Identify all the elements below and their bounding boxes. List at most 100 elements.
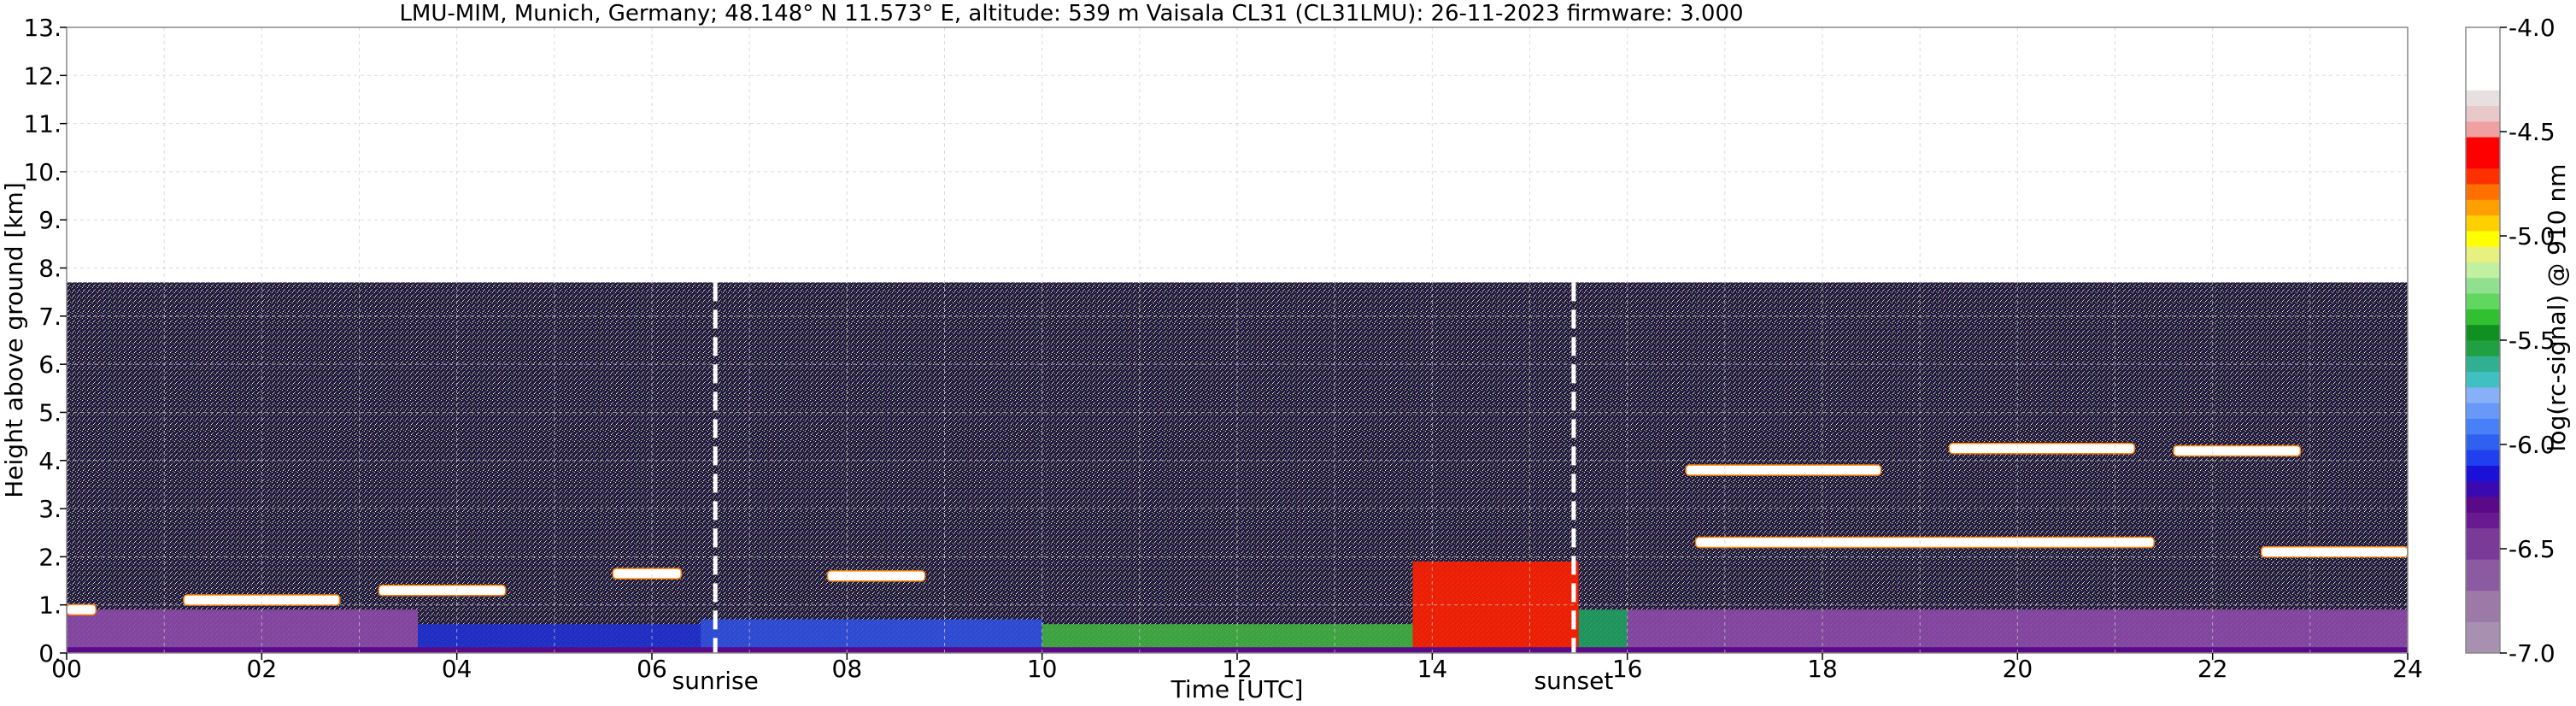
cloud-layer: [1694, 536, 2155, 549]
colorbar-swatch: [2466, 340, 2500, 356]
sun-annotation-label: sunrise: [672, 667, 759, 695]
y-tick-label: 6.: [38, 350, 62, 379]
colorbar-tick-label: -6.5: [2509, 535, 2555, 563]
colorbar-swatches: [2466, 27, 2500, 654]
colorbar-swatch: [2466, 215, 2500, 232]
colorbar-tick-label: -6.0: [2509, 431, 2555, 459]
colorbar-swatch: [2466, 43, 2500, 60]
colorbar-swatch: [2466, 465, 2500, 482]
x-tick-label: 16: [1612, 655, 1643, 683]
colorbar-tick-label: -5.0: [2509, 222, 2555, 250]
y-tick-label: 9.: [38, 206, 62, 234]
x-tick-label: 22: [2198, 655, 2228, 683]
colorbar-swatch: [2466, 621, 2500, 638]
x-tick-label: 06: [637, 655, 667, 683]
y-tick-label: 11.: [23, 110, 62, 138]
colorbar-swatch: [2466, 497, 2500, 513]
colorbar-swatch: [2466, 184, 2500, 200]
colorbar-label: log(rc-signal) @ 910 nm: [2543, 164, 2571, 452]
colorbar-swatch: [2466, 74, 2500, 91]
colorbar-swatch: [2466, 418, 2500, 435]
colorbar-swatch: [2466, 543, 2500, 560]
y-tick-label: 2.: [38, 543, 62, 571]
colorbar-swatch: [2466, 450, 2500, 466]
y-tick-label: 13.: [23, 14, 62, 42]
colorbar-swatch: [2466, 27, 2500, 44]
colorbar-swatch: [2466, 637, 2500, 654]
colorbar-swatch: [2466, 246, 2500, 262]
x-tick-label: 12: [1222, 655, 1253, 683]
x-tick-label: 04: [442, 655, 472, 683]
colorbar-swatch: [2466, 606, 2500, 622]
colorbar: -4.0 -4.5 -5.0 -5.5 -6.0 -6.5 -7.0 log(rc-sign…: [2465, 14, 2571, 668]
y-tick-label: 5.: [38, 398, 62, 427]
x-tick-label: 18: [1807, 655, 1838, 683]
boundary-layer-segment: [67, 609, 418, 653]
y-tick-label: 8.: [38, 255, 62, 283]
cloud-layer: [1948, 442, 2136, 455]
sun-annotations: sunrise sunset: [672, 667, 1614, 695]
colorbar-swatch: [2466, 433, 2500, 450]
colorbar-swatch: [2466, 105, 2500, 122]
x-tick-label: 14: [1417, 655, 1448, 683]
sun-annotation-label: sunset: [1534, 667, 1613, 695]
colorbar-swatch: [2466, 480, 2500, 497]
x-tick-label: 24: [2392, 655, 2423, 683]
y-tick-label: 12.: [23, 62, 62, 90]
colorbar-swatch: [2466, 512, 2500, 529]
colorbar-swatch: [2466, 90, 2500, 106]
colorbar-swatch: [2466, 356, 2500, 373]
cloud-layer: [378, 585, 507, 597]
y-tick-label: 3.: [38, 495, 62, 523]
y-tick-label: 0.: [38, 639, 62, 668]
colorbar-swatch: [2466, 371, 2500, 388]
x-axis-label: Time [UTC]: [1171, 675, 1304, 703]
cloud-layer: [2261, 546, 2409, 558]
x-axis-ticks: 00 02 04 06 08 10 12 14 16 18 20 22 24: [51, 653, 2423, 683]
colorbar-swatch: [2466, 58, 2500, 75]
sun-lines: [713, 282, 1576, 653]
cloud-layer: [612, 568, 682, 580]
y-tick-label: 1.: [38, 591, 62, 620]
colorbar-swatch: [2466, 559, 2500, 575]
cloud-layer: [66, 603, 97, 616]
x-tick-label: 10: [1027, 655, 1058, 683]
colorbar-tick-label: -5.5: [2509, 327, 2555, 355]
plot-area: [66, 26, 2409, 654]
colorbar-swatch: [2466, 137, 2500, 153]
colorbar-swatch: [2466, 152, 2500, 169]
colorbar-swatch: [2466, 309, 2500, 326]
x-tick-label: 00: [51, 655, 82, 683]
colorbar-swatch: [2466, 262, 2500, 279]
colorbar-swatch: [2466, 230, 2500, 247]
colorbar-swatch: [2466, 324, 2500, 341]
colorbar-swatch: [2466, 403, 2500, 419]
cloud-layer: [2173, 444, 2302, 457]
colorbar-tick-label: -4.5: [2509, 118, 2555, 146]
x-tick-label: 08: [832, 655, 863, 683]
boundary-layer-segment: [1578, 609, 1628, 653]
colorbar-swatch: [2466, 293, 2500, 309]
colorbar-swatch: [2466, 574, 2500, 591]
y-tick-label: 10.: [23, 158, 62, 186]
y-axis-label: Height above ground [km]: [0, 182, 28, 498]
colorbar-tick-label: -4.0: [2509, 14, 2555, 42]
colorbar-swatch: [2466, 277, 2500, 294]
colorbar-swatch: [2466, 168, 2500, 185]
y-axis-ticks: 0. 1. 2. 3. 4. 5. 6. 7. 8. 9. 10. 11. 12. 13.: [23, 14, 67, 668]
colorbar-swatch: [2466, 590, 2500, 607]
colorbar-ticks: -4.0 -4.5 -5.0 -5.5 -6.0 -6.5 -7.0: [2500, 14, 2555, 668]
cloud-layer: [826, 570, 926, 582]
cloud-layer: [1685, 464, 1882, 476]
colorbar-swatch: [2466, 527, 2500, 544]
x-tick-label: 02: [247, 655, 278, 683]
grid-lines: [66, 27, 2409, 653]
colorbar-swatch: [2466, 199, 2500, 216]
y-tick-label: 4.: [38, 447, 62, 475]
colorbar-swatch: [2466, 386, 2500, 403]
chart-title: LMU-MIM, Munich, Germany; 48.148° N 11.5…: [399, 1, 1743, 26]
colorbar-swatch: [2466, 121, 2500, 138]
y-tick-label: 7.: [38, 303, 62, 331]
colorbar-tick-label: -7.0: [2509, 639, 2555, 668]
